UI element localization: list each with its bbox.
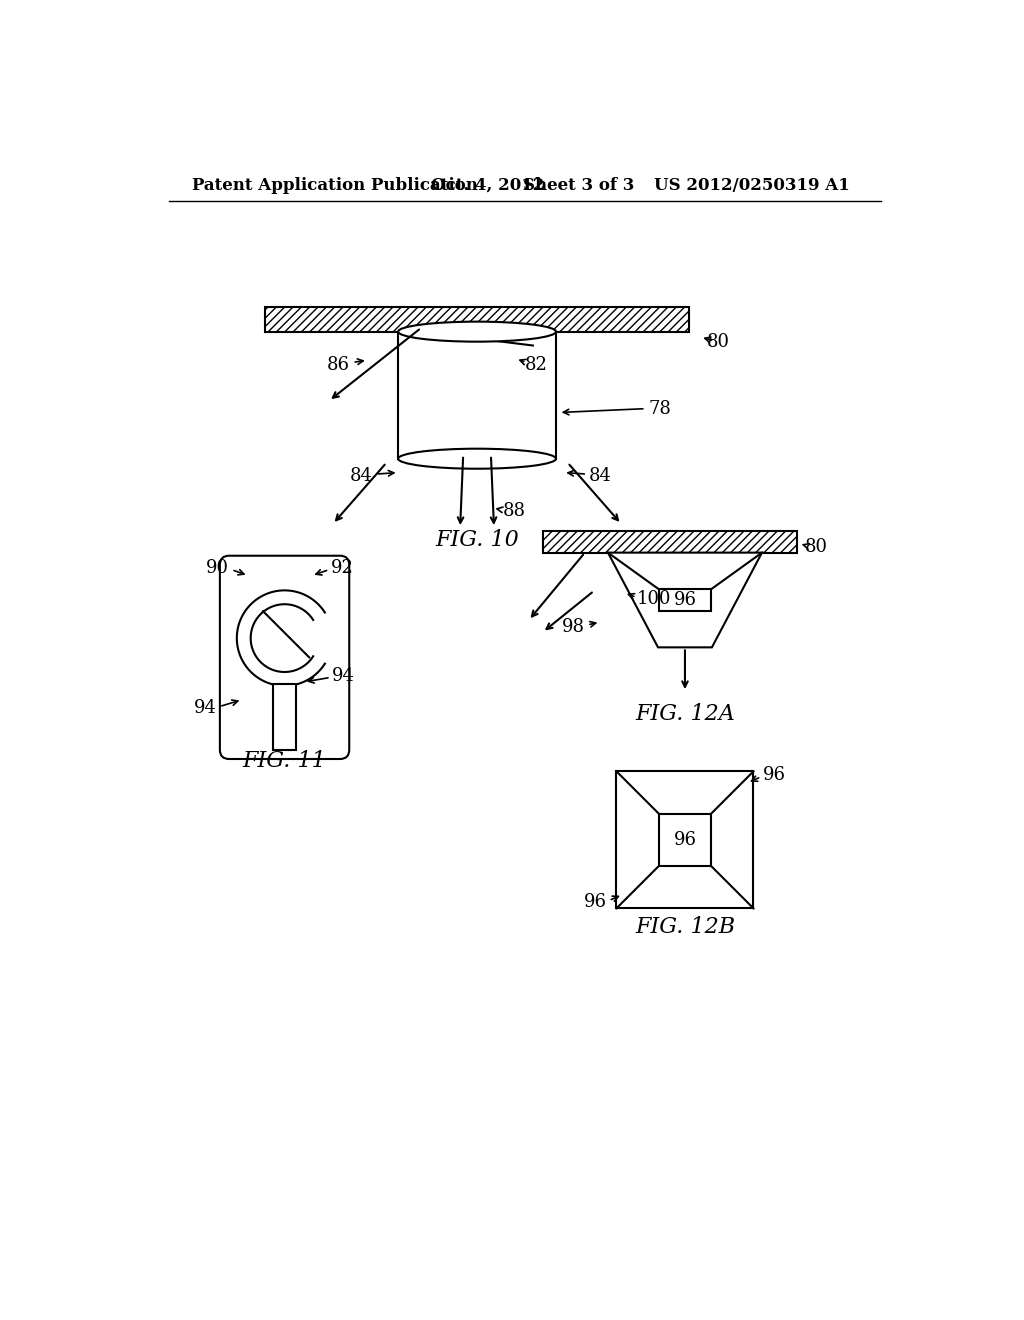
Text: US 2012/0250319 A1: US 2012/0250319 A1: [654, 177, 850, 194]
Bar: [543, 531, 797, 553]
Text: 96: 96: [763, 766, 785, 784]
Text: 96: 96: [584, 894, 607, 911]
Ellipse shape: [398, 449, 556, 469]
Polygon shape: [608, 553, 762, 647]
Text: 80: 80: [707, 333, 729, 351]
Ellipse shape: [398, 322, 556, 342]
Text: 94: 94: [194, 700, 217, 717]
Text: 94: 94: [333, 667, 355, 685]
Text: Sheet 3 of 3: Sheet 3 of 3: [523, 177, 635, 194]
Text: 90: 90: [206, 560, 229, 577]
Text: 78: 78: [648, 400, 671, 417]
Bar: [658, 589, 711, 611]
Text: 88: 88: [503, 502, 525, 520]
Text: 92: 92: [331, 560, 353, 577]
Text: 80: 80: [805, 539, 828, 556]
Text: Oct. 4, 2012: Oct. 4, 2012: [431, 177, 544, 194]
Text: FIG. 11: FIG. 11: [243, 750, 327, 771]
Bar: [616, 771, 754, 908]
Bar: [265, 308, 689, 331]
Text: 98: 98: [562, 618, 585, 635]
Text: 84: 84: [350, 467, 373, 484]
Text: 100: 100: [637, 590, 671, 607]
Text: Patent Application Publication: Patent Application Publication: [193, 177, 478, 194]
FancyBboxPatch shape: [220, 556, 349, 759]
Text: 82: 82: [524, 356, 548, 374]
Text: 96: 96: [674, 830, 696, 849]
Text: 96: 96: [674, 591, 696, 609]
Text: 86: 86: [327, 356, 350, 374]
Text: FIG. 10: FIG. 10: [435, 528, 519, 550]
Text: FIG. 12B: FIG. 12B: [635, 916, 735, 937]
Bar: [273, 684, 296, 750]
Text: 84: 84: [589, 467, 611, 484]
Text: FIG. 12A: FIG. 12A: [635, 704, 735, 726]
Bar: [658, 813, 711, 866]
